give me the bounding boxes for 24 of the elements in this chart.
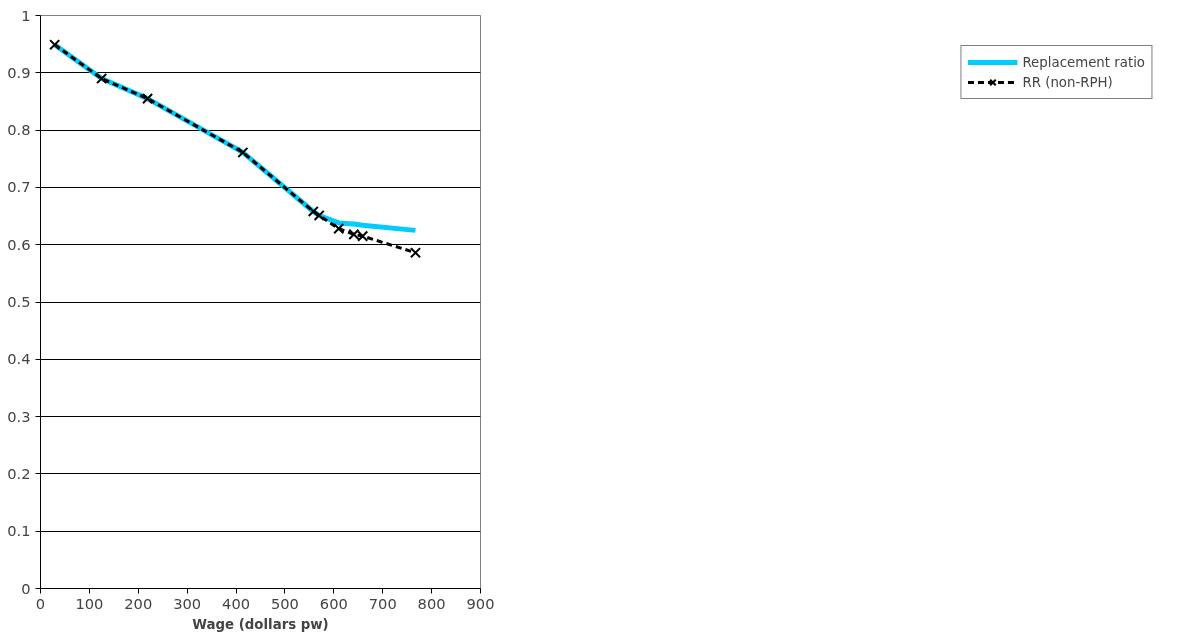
y-tick-label: 0: [21, 579, 31, 597]
x-tick-label: 800: [417, 594, 446, 612]
y-tick-label: 0.8: [7, 121, 31, 139]
x-tick-label: 400: [222, 594, 251, 612]
y-tick-label: 0.3: [7, 407, 31, 425]
y-tick-label: 0.5: [7, 293, 31, 310]
y-tick-label: 0.2: [7, 464, 31, 482]
y-tick-label: 1: [21, 6, 31, 24]
x-tick-label: 600: [319, 594, 348, 612]
x-tick-label: 100: [75, 594, 104, 612]
y-tick-label: 0.4: [7, 350, 31, 368]
x-tick-label: 200: [124, 594, 153, 612]
x-tick-label: 900: [466, 594, 495, 612]
x-tick-label: 700: [368, 594, 397, 612]
legend-label: Replacement ratio: [1022, 54, 1145, 70]
legend-label: RR (non-RPH): [1022, 74, 1113, 90]
x-axis-title: Wage (dollars pw): [192, 616, 329, 632]
y-tick-label: 0.6: [7, 235, 31, 253]
x-tick-label: 300: [173, 594, 202, 612]
x-tick-label: 0: [35, 594, 46, 612]
y-tick-label: 0.7: [7, 178, 31, 196]
y-tick-label: 0.9: [7, 63, 31, 81]
y-tick-label: 0.1: [7, 522, 31, 540]
x-tick-label: 500: [270, 594, 299, 612]
